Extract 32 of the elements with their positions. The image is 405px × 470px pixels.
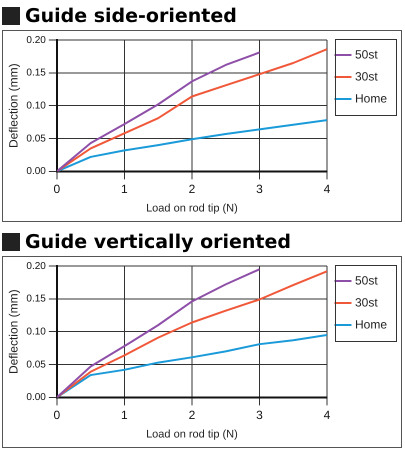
- x-axis-title: Load on rod tip (N): [146, 202, 238, 214]
- y-axis-title: Deflection (mm): [6, 63, 21, 148]
- x-tick-label: 0: [54, 408, 61, 422]
- x-tick-label: 1: [121, 408, 128, 422]
- x-tick-label: 3: [256, 408, 264, 422]
- y-tick-label: 0.15: [26, 68, 46, 79]
- x-axis-title: Load on rod tip (N): [146, 428, 238, 440]
- y-tick-label: 0.10: [26, 100, 46, 112]
- x-tick-label: 4: [324, 408, 331, 422]
- legend-label: 50st: [354, 47, 378, 62]
- chart-title: Guide vertically oriented: [25, 231, 291, 253]
- legend-label: 30st: [354, 69, 378, 84]
- x-tick-label: 3: [256, 182, 264, 196]
- x-tick-label: 4: [324, 182, 331, 196]
- y-tick-label: 0.05: [26, 359, 46, 370]
- y-tick-label: 0.15: [26, 294, 46, 305]
- y-tick-label: 0.00: [26, 392, 46, 404]
- x-tick-label: 2: [188, 182, 196, 196]
- legend-label: Home: [354, 317, 388, 332]
- chart-title: Guide side-oriented: [25, 5, 237, 27]
- y-tick-label: 0.20: [26, 260, 46, 272]
- legend-label: Home: [354, 91, 388, 106]
- legend-label: 30st: [354, 295, 378, 310]
- y-tick-label: 0.10: [26, 326, 46, 338]
- x-tick-label: 1: [121, 182, 128, 196]
- y-tick-label: 0.05: [26, 133, 46, 144]
- x-tick-label: 2: [188, 408, 196, 422]
- y-tick-label: 0.20: [26, 34, 46, 46]
- x-tick-label: 0: [54, 182, 61, 196]
- y-tick-label: 0.00: [26, 166, 46, 178]
- y-axis-title: Deflection (mm): [6, 289, 21, 374]
- legend-label: 50st: [354, 273, 378, 288]
